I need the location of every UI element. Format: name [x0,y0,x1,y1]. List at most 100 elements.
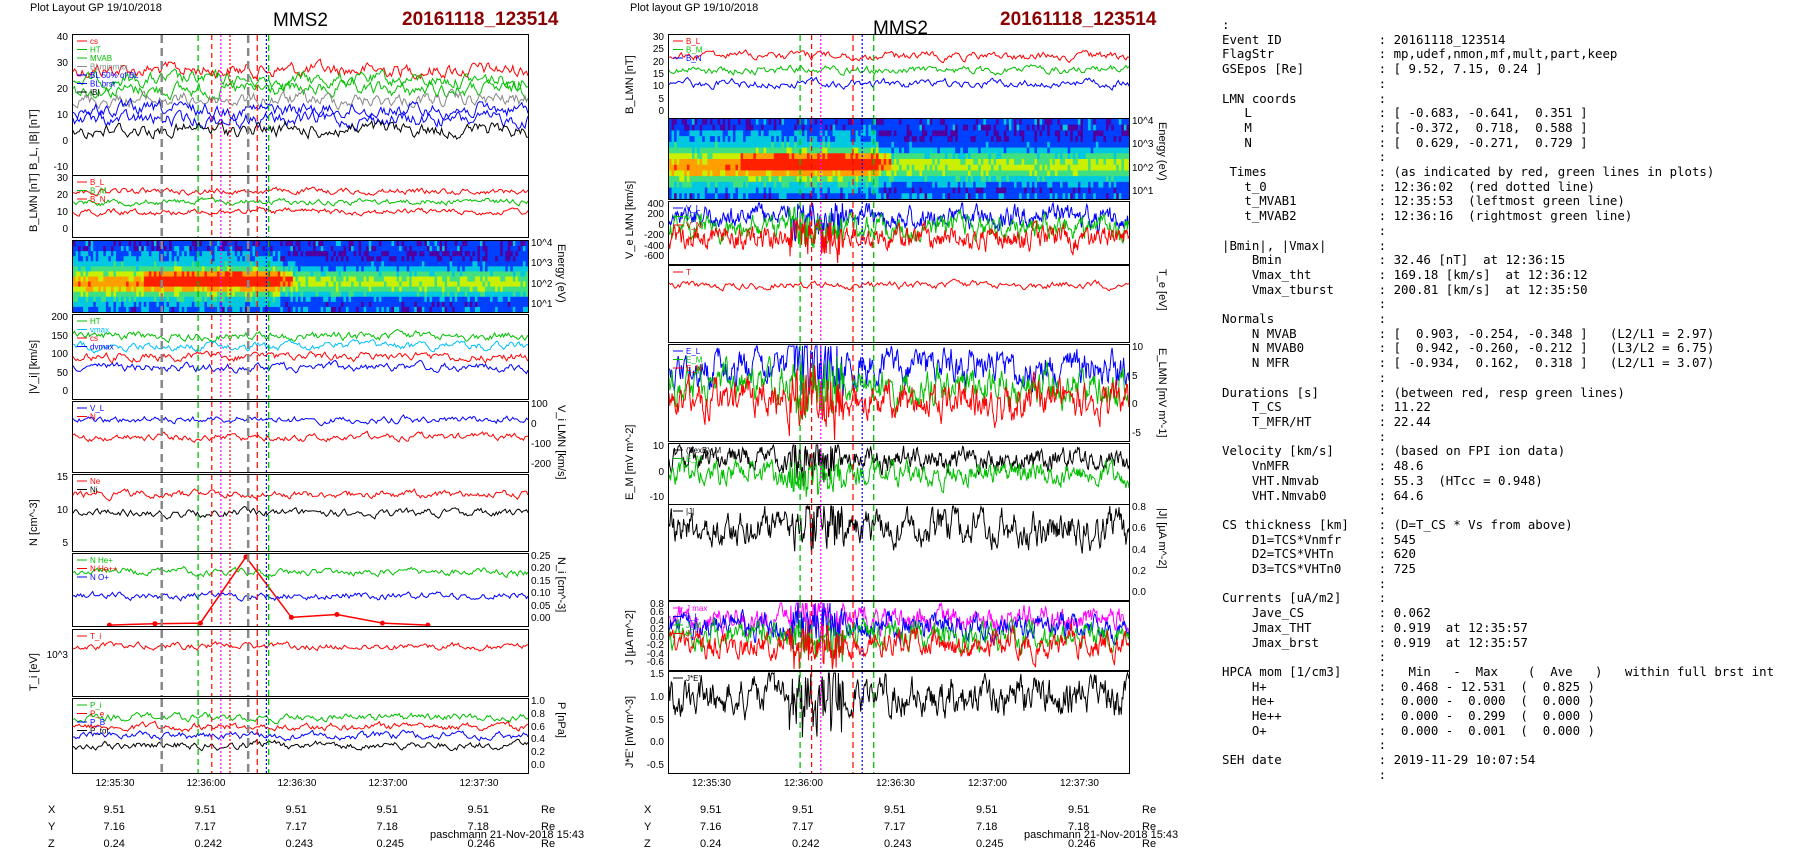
spectrogram-cell [697,136,700,142]
spectrogram-cell [154,246,157,251]
spectrogram-cell [417,241,420,246]
spectrogram-cell [399,277,402,282]
spectrogram-cell [692,148,695,154]
spectrogram-cell [275,266,278,271]
spectrogram-cell [414,266,417,271]
spectrogram-cell [973,182,976,188]
spectrogram-cell [136,246,139,251]
spectrogram-cell [445,256,448,261]
spectrogram-cell [715,148,718,154]
spectrogram-cell [1093,165,1096,171]
spectrogram-cell [498,292,501,297]
spectrogram-cell [1052,182,1055,188]
spectrogram-cell [856,159,859,165]
spectrogram-cell [942,148,945,154]
spectrogram-cell [520,292,523,297]
spectrogram-cell [1014,142,1017,148]
spectrogram-cell [207,251,210,256]
right-panel-plot: B_LB_MB_N [669,35,1129,119]
spectrogram-cell [845,182,848,188]
spectrogram-cell [440,307,443,312]
spectrogram-cell [684,182,687,188]
spectrogram-cell [328,251,331,256]
spectrogram-cell [1045,176,1048,182]
spectrogram-cell [789,142,792,148]
spectrogram-cell [202,307,205,312]
spectrogram-cell [1109,159,1112,165]
spectrogram-cell [978,136,981,142]
spectrogram-cell [787,148,790,154]
spectrogram-cell [1047,119,1050,125]
spectrogram-cell [488,261,491,266]
spectrogram-cell [106,307,109,312]
spectrogram-cell [490,251,493,256]
spectrogram-cell [525,261,528,266]
spectrogram-cell [326,256,329,261]
spectrogram-cell [349,256,352,261]
spectrogram-cell [480,292,483,297]
spectrogram-cell [1001,165,1004,171]
spectrogram-cell [1055,125,1058,131]
spectrogram-cell [682,182,685,188]
spectrogram-cell [394,261,397,266]
spectrogram-cell [723,142,726,148]
spectrogram-cell [488,302,491,307]
spectrogram-cell [407,266,410,271]
spectrogram-cell [1093,153,1096,159]
spectrogram-cell [1019,170,1022,176]
spectrogram-cell [904,159,907,165]
spectrogram-cell [121,251,124,256]
spectrogram-cell [919,153,922,159]
spectrogram-cell [1114,182,1117,188]
spectrogram-cell [447,297,450,302]
spectrogram-cell [907,153,910,159]
spectrogram-cell [169,251,172,256]
spectrogram-cell [930,136,933,142]
spectrogram-cell [738,153,741,159]
spectrogram-cell [520,246,523,251]
spectrogram-cell [303,256,306,261]
spectrogram-cell [258,241,261,246]
spectrogram-cell [520,251,523,256]
spectrogram-cell [354,287,357,292]
spectrogram-cell [953,170,956,176]
spectrogram-cell [973,142,976,148]
spectrogram-cell [139,287,142,292]
spectrogram-cell [1101,130,1104,136]
spectrogram-cell [523,277,526,282]
spectrogram-cell [973,170,976,176]
spectrogram-cell [351,302,354,307]
spectrogram-cell [119,282,122,287]
spectrogram-cell [369,292,372,297]
spectrogram-cell [1086,165,1089,171]
spectrogram-cell [710,188,713,194]
spectrogram-cell [151,277,154,282]
spectrogram-cell [134,287,137,292]
spectrogram-cell [139,297,142,302]
spectrogram-cell [927,170,930,176]
spectrogram-cell [303,266,306,271]
spectrogram-cell [781,182,784,188]
spectrogram-cell [894,182,897,188]
spectrogram-cell [194,292,197,297]
spectrogram-cell [250,287,253,292]
spectrogram-cell [981,136,984,142]
spectrogram-cell [725,130,728,136]
spectrogram-cell [268,256,271,261]
spectrogram-cell [1103,170,1106,176]
spectrogram-cell [774,176,777,182]
spectrogram-cell [950,125,953,131]
spectrogram-cell [748,130,751,136]
spectrogram-cell [437,256,440,261]
spectrogram-cell [134,261,137,266]
spectrogram-cell [366,277,369,282]
spectrogram-cell [141,307,144,312]
spectrogram-cell [728,165,731,171]
spectrogram-cell [369,307,372,312]
spectrogram-cell [392,282,395,287]
spectrogram-cell [341,302,344,307]
spectrogram-cell [958,170,961,176]
spectrogram-cell [483,246,486,251]
spectrogram-cell [896,136,899,142]
spectrogram-cell [833,136,836,142]
